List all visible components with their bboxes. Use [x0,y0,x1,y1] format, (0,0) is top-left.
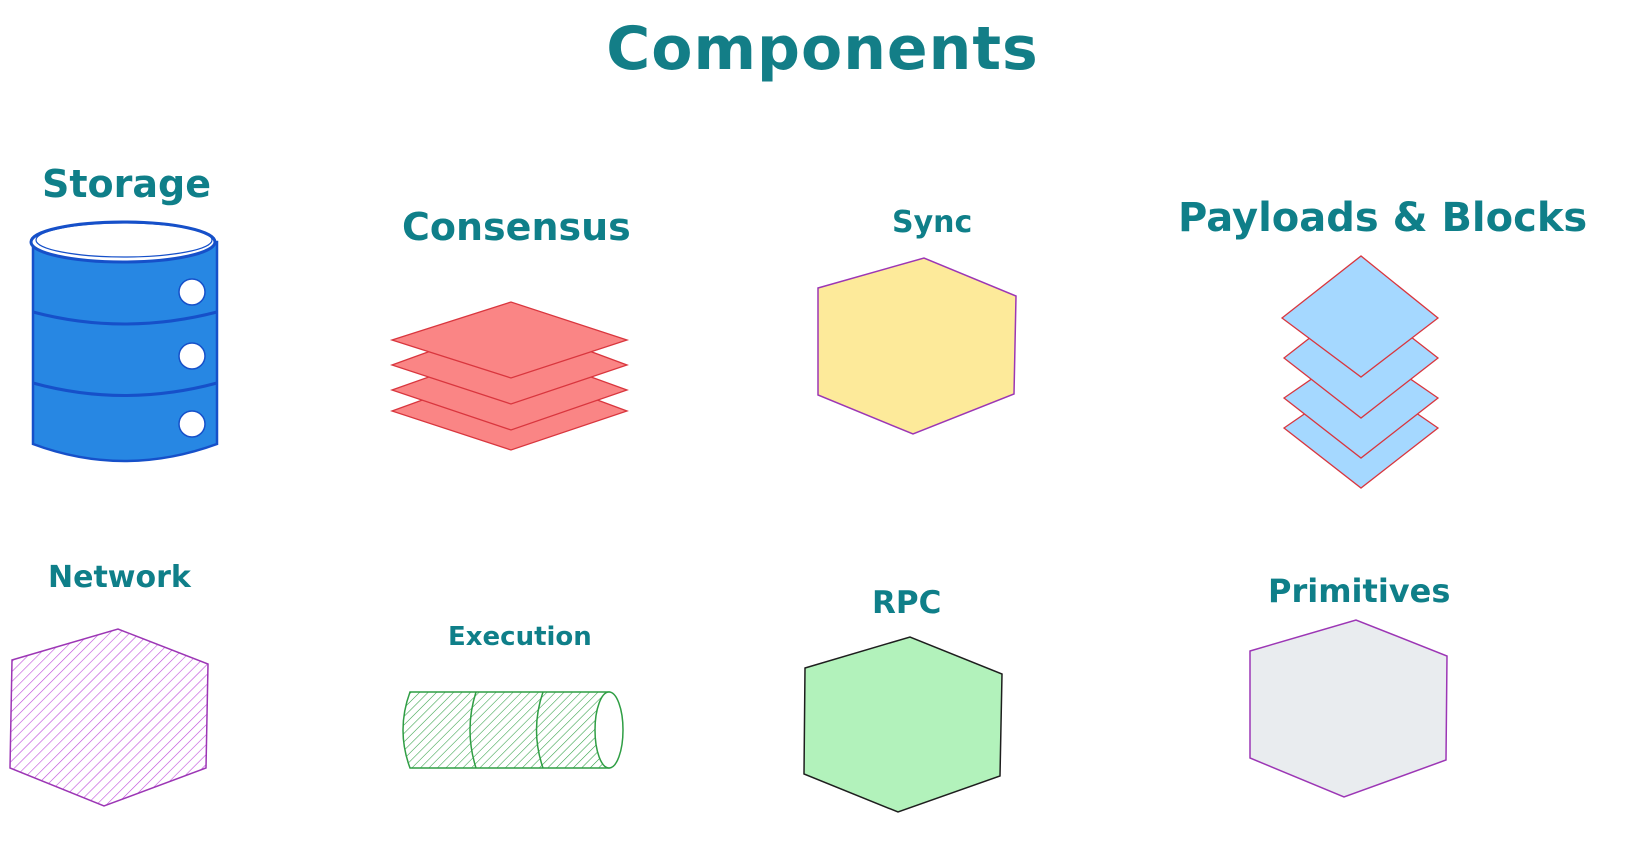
diagram-title: Components [606,14,1039,84]
label-execution: Execution [448,622,592,652]
hexagon-icon [817,257,1017,435]
label-rpc: RPC [872,585,942,621]
hatched-hexagon-icon [9,628,209,807]
stacked-layers-icon [389,301,630,451]
label-sync: Sync [892,205,973,240]
cylinder-pipe-icon [402,691,624,769]
stacked-diamonds-icon [1280,255,1440,489]
database-icon [29,220,219,463]
hexagon-icon [803,636,1003,813]
label-network: Network [48,560,191,595]
label-payloads-blocks: Payloads & Blocks [1178,195,1588,241]
label-consensus: Consensus [402,205,631,249]
label-primitives: Primitives [1268,572,1451,610]
label-storage: Storage [42,162,211,206]
hexagon-icon [1249,619,1448,798]
